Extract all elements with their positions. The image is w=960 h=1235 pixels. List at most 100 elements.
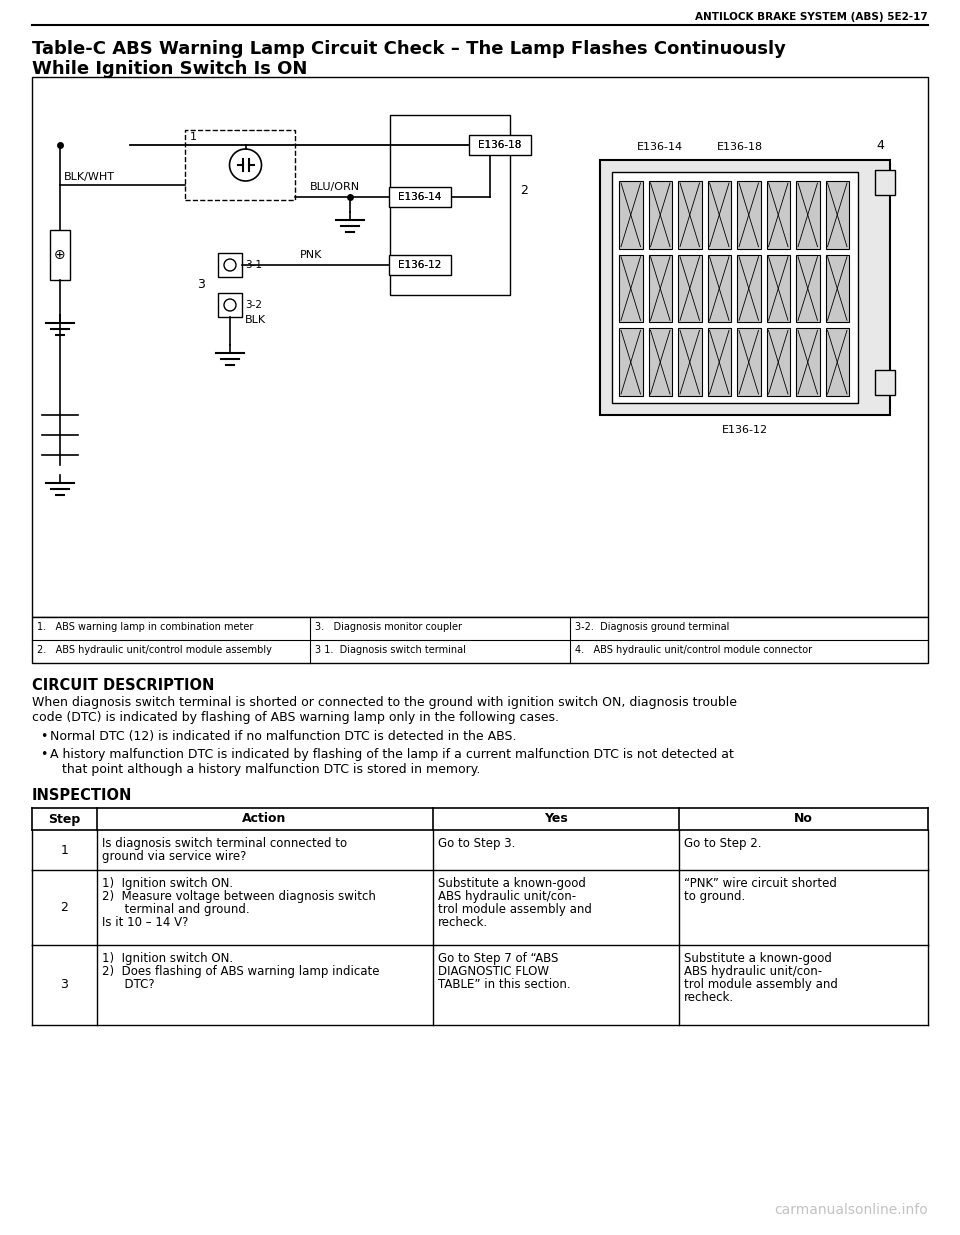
Text: 1.   ABS warning lamp in combination meter: 1. ABS warning lamp in combination meter [37, 622, 253, 632]
Text: PNK: PNK [300, 249, 323, 261]
Bar [737, 182, 760, 248]
Text: 1: 1 [190, 132, 197, 142]
Text: E136-12: E136-12 [398, 261, 442, 270]
Text: •: • [40, 748, 47, 761]
Bar [649, 254, 672, 322]
Text: 2)  Does flashing of ABS warning lamp indicate: 2) Does flashing of ABS warning lamp ind… [102, 965, 379, 978]
Bar [649, 182, 672, 248]
Bar [875, 170, 895, 195]
FancyBboxPatch shape [389, 186, 451, 207]
Text: 4.   ABS hydraulic unit/control module connector: 4. ABS hydraulic unit/control module con… [575, 645, 812, 655]
Text: 1: 1 [60, 844, 68, 857]
FancyBboxPatch shape [469, 135, 531, 156]
Text: Table-C ABS Warning Lamp Circuit Check – The Lamp Flashes Continuously: Table-C ABS Warning Lamp Circuit Check –… [32, 40, 786, 58]
Text: Go to Step 7 of “ABS: Go to Step 7 of “ABS [438, 952, 558, 965]
Text: Go to Step 2.: Go to Step 2. [684, 837, 761, 850]
Text: E136-18: E136-18 [478, 140, 521, 149]
Bar [678, 182, 702, 248]
Text: Step: Step [48, 813, 81, 825]
Bar [826, 254, 849, 322]
Text: ABS hydraulic unit/con-: ABS hydraulic unit/con- [684, 965, 822, 978]
Bar [766, 182, 790, 248]
FancyBboxPatch shape [185, 130, 295, 200]
Text: 3: 3 [197, 279, 205, 291]
Text: Yes: Yes [543, 813, 567, 825]
Bar [32, 618, 928, 663]
Text: E136-14: E136-14 [398, 191, 442, 203]
Text: trol module assembly and: trol module assembly and [684, 978, 838, 990]
Text: E136-14: E136-14 [398, 191, 442, 203]
Text: ⊕: ⊕ [54, 248, 66, 262]
Text: 3.   Diagnosis monitor coupler: 3. Diagnosis monitor coupler [315, 622, 462, 632]
Bar [390, 115, 510, 295]
Bar [678, 329, 702, 396]
Bar [612, 172, 858, 403]
Text: When diagnosis switch terminal is shorted or connected to the ground with igniti: When diagnosis switch terminal is shorte… [32, 697, 737, 709]
Bar [796, 329, 820, 396]
Text: •: • [40, 730, 47, 743]
Text: 2.   ABS hydraulic unit/control module assembly: 2. ABS hydraulic unit/control module ass… [37, 645, 272, 655]
Bar [875, 370, 895, 395]
Bar [708, 329, 731, 396]
Bar [796, 254, 820, 322]
Text: recheck.: recheck. [438, 916, 488, 929]
Text: No: No [794, 813, 813, 825]
Text: E136-12: E136-12 [722, 425, 768, 435]
Text: BLK: BLK [245, 315, 266, 325]
Text: INSPECTION: INSPECTION [32, 788, 132, 803]
Text: A history malfunction DTC is indicated by flashing of the lamp if a current malf: A history malfunction DTC is indicated b… [50, 748, 733, 761]
Text: DTC?: DTC? [102, 978, 155, 990]
Text: “PNK” wire circuit shorted: “PNK” wire circuit shorted [684, 877, 837, 890]
Text: 1)  Ignition switch ON.: 1) Ignition switch ON. [102, 952, 232, 965]
Text: E136-12: E136-12 [398, 261, 442, 270]
Text: 2)  Measure voltage between diagnosis switch: 2) Measure voltage between diagnosis swi… [102, 890, 375, 903]
Bar [737, 329, 760, 396]
Text: TABLE” in this section.: TABLE” in this section. [438, 978, 570, 990]
Text: 3-2: 3-2 [245, 300, 262, 310]
Bar [50, 230, 70, 280]
Bar [32, 77, 928, 618]
Text: Go to Step 3.: Go to Step 3. [438, 837, 515, 850]
Bar [600, 161, 890, 415]
Text: to ground.: to ground. [684, 890, 745, 903]
FancyBboxPatch shape [389, 254, 451, 275]
Bar [826, 329, 849, 396]
Text: BLU/ORN: BLU/ORN [310, 182, 360, 191]
Text: Substitute a known-good: Substitute a known-good [684, 952, 831, 965]
Text: E136-18: E136-18 [717, 142, 763, 152]
Text: 1)  Ignition switch ON.: 1) Ignition switch ON. [102, 877, 232, 890]
Text: 2: 2 [60, 902, 68, 914]
Bar [32, 808, 928, 830]
Bar [737, 254, 760, 322]
Text: E136-18: E136-18 [478, 140, 521, 149]
Text: 3 1.  Diagnosis switch terminal: 3 1. Diagnosis switch terminal [315, 645, 466, 655]
Text: Is diagnosis switch terminal connected to: Is diagnosis switch terminal connected t… [102, 837, 347, 850]
Bar [218, 253, 242, 277]
Text: 3-1: 3-1 [245, 261, 262, 270]
Text: DIAGNOSTIC FLOW: DIAGNOSTIC FLOW [438, 965, 548, 978]
Bar [766, 254, 790, 322]
Text: 4: 4 [876, 140, 884, 152]
Bar [766, 329, 790, 396]
Bar [619, 182, 642, 248]
Bar [708, 182, 731, 248]
Bar [796, 182, 820, 248]
Text: While Ignition Switch Is ON: While Ignition Switch Is ON [32, 61, 307, 78]
Bar [678, 254, 702, 322]
Text: E136-14: E136-14 [636, 142, 684, 152]
Text: 2: 2 [520, 184, 528, 196]
Text: trol module assembly and: trol module assembly and [438, 903, 591, 916]
Text: Normal DTC (12) is indicated if no malfunction DTC is detected in the ABS.: Normal DTC (12) is indicated if no malfu… [50, 730, 516, 743]
Text: BLK/WHT: BLK/WHT [220, 130, 271, 140]
Text: that point although a history malfunction DTC is stored in memory.: that point although a history malfunctio… [50, 763, 480, 776]
Text: Is it 10 – 14 V?: Is it 10 – 14 V? [102, 916, 188, 929]
Text: ANTILOCK BRAKE SYSTEM (ABS) 5E2-17: ANTILOCK BRAKE SYSTEM (ABS) 5E2-17 [695, 12, 928, 22]
Text: CIRCUIT DESCRIPTION: CIRCUIT DESCRIPTION [32, 678, 214, 693]
Text: terminal and ground.: terminal and ground. [102, 903, 250, 916]
Bar [619, 329, 642, 396]
Bar [619, 254, 642, 322]
Bar [218, 293, 242, 317]
Text: Action: Action [242, 813, 287, 825]
Text: recheck.: recheck. [684, 990, 734, 1004]
Bar [708, 254, 731, 322]
